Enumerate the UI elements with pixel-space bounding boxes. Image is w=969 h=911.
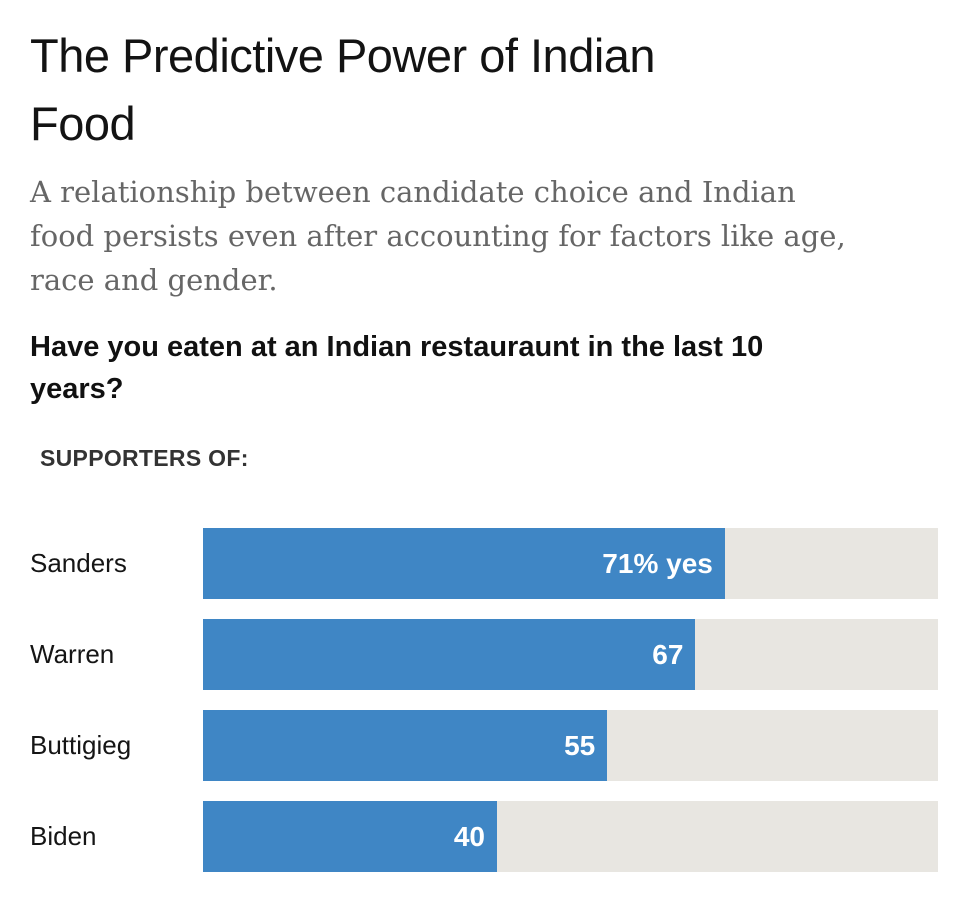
bar-value-label: 55 [564,729,596,761]
bar-chart: Sanders 71% yes Warren 67 Buttigieg 55 B… [30,528,938,872]
bar-fill: 67 [203,619,696,690]
subtitle-line: A relationship between candidate choice … [30,175,796,209]
bar-value-label: 40 [453,820,485,852]
chart-row: Biden 40 [30,801,938,872]
chart-row: Sanders 71% yes [30,528,938,599]
page-title: The Predictive Power of Indian Food [30,22,938,158]
title-line: Food [30,97,136,150]
row-label: Biden [30,821,97,851]
bar-track: 55 [203,710,938,781]
group-label: SUPPORTERS OF: [40,445,249,471]
chart-row: Warren 67 [30,619,938,690]
bar-fill: 55 [203,710,608,781]
row-label: Warren [30,639,115,669]
bar-track: 67 [203,619,938,690]
survey-question: Have you eaten at an Indian restauraunt … [30,326,938,410]
title-line: The Predictive Power of Indian [30,29,656,82]
chart-row: Buttigieg 55 [30,710,938,781]
bar-track: 71% yes [203,528,938,599]
bar-track: 40 [203,801,938,872]
row-label: Sanders [30,548,127,578]
question-line: Have you eaten at an Indian restauraunt … [30,331,764,363]
subtitle-line: food persists even after accounting for … [30,219,846,253]
bar-fill: 40 [203,801,497,872]
bar-fill: 71% yes [203,528,725,599]
subtitle-line: race and gender. [30,263,278,297]
question-line: years? [30,373,124,405]
subtitle: A relationship between candidate choice … [30,170,938,302]
row-label: Buttigieg [30,730,132,760]
bar-value-label: 71% yes [602,547,713,579]
bar-value-label: 67 [652,638,684,670]
